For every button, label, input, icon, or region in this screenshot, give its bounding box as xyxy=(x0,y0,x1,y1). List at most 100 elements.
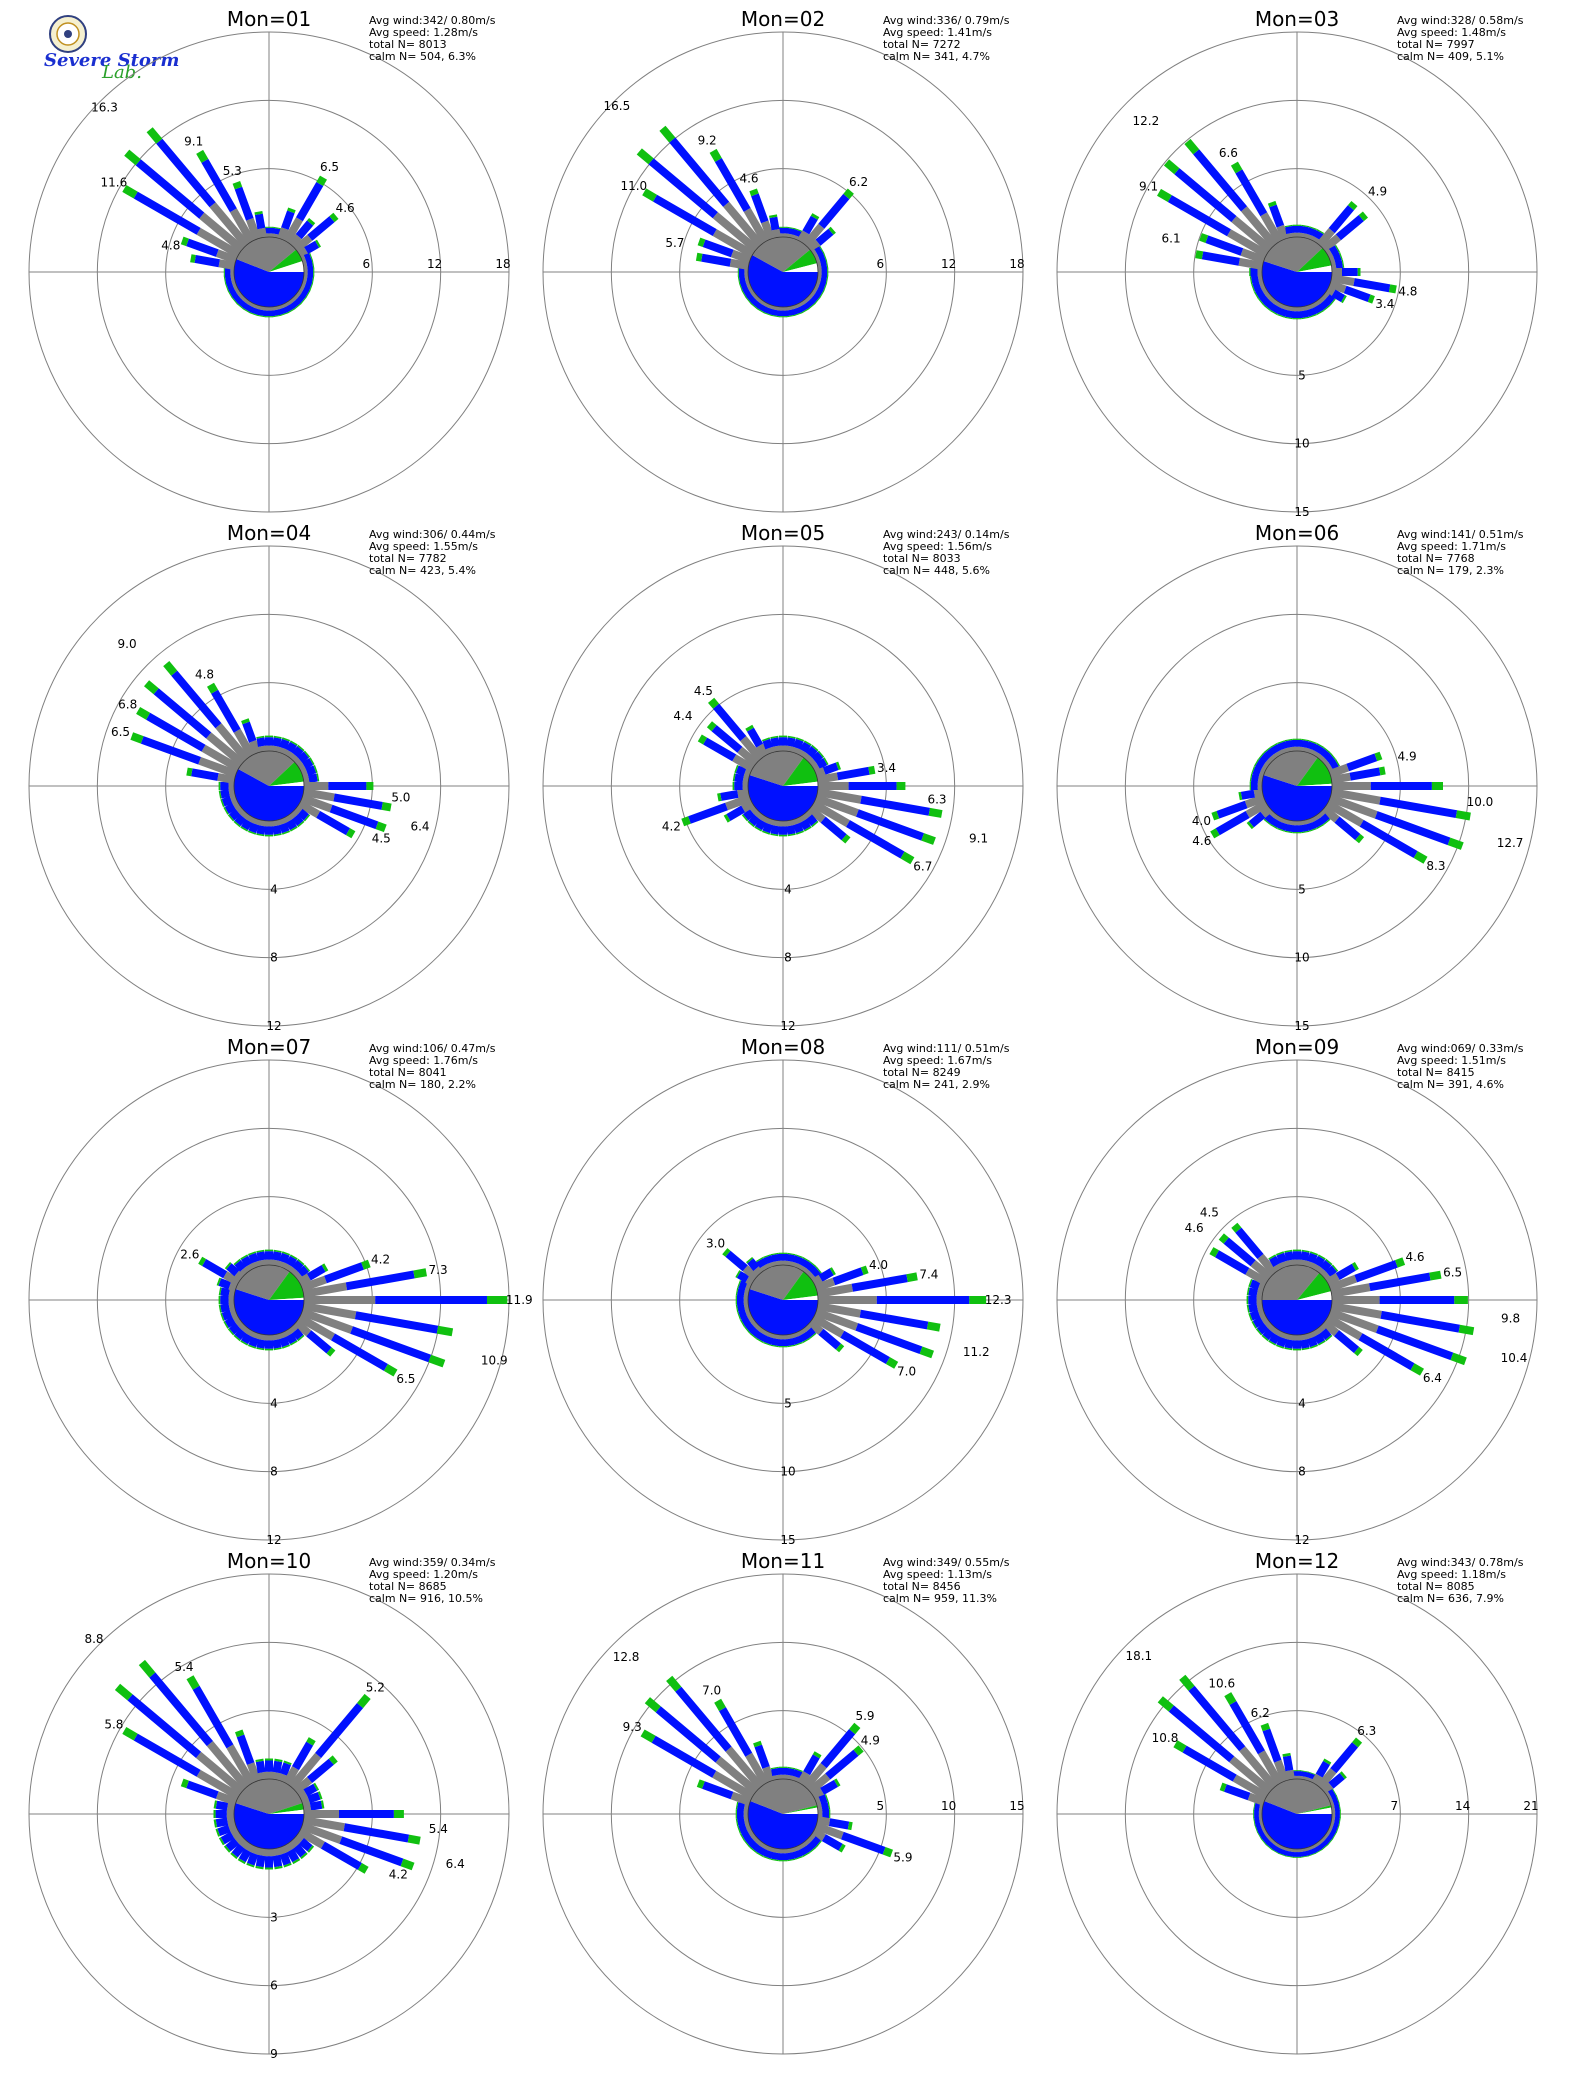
bar-blue-segment xyxy=(1315,1760,1330,1778)
bar-green-segment xyxy=(236,303,244,310)
bar-blue-segment xyxy=(224,268,231,276)
bar-green-segment xyxy=(827,268,829,276)
bar-blue-segment xyxy=(799,819,811,831)
bar-blue-segment xyxy=(1293,825,1301,833)
bar-calm-segment xyxy=(288,234,302,248)
bar-value-label: 9.1 xyxy=(184,135,203,149)
bar-blue-segment xyxy=(820,816,847,841)
ring-label: 8 xyxy=(1298,1465,1306,1479)
bar-calm-segment xyxy=(814,1277,836,1292)
center-pie-outline xyxy=(1261,236,1333,308)
bar-blue-segment xyxy=(802,215,818,235)
bar-green-segment xyxy=(307,1845,315,1853)
bar-value-label: 4.5 xyxy=(694,684,713,698)
wind-rose-3: 5 10 15 12.2 9.1 6.6 6.1 4.9 4.8 3.4 Mon=03 Avg win… xyxy=(1056,7,1538,519)
ring xyxy=(165,168,373,376)
bar-calm-segment xyxy=(1257,782,1262,790)
bar-calm-segment xyxy=(1250,1260,1273,1281)
bar-blue-segment xyxy=(785,227,795,235)
ring-label: 14 xyxy=(1455,1799,1470,1813)
bar-green-segment xyxy=(273,1347,282,1351)
ring-label: 7 xyxy=(1391,1799,1399,1813)
bar-calm-segment xyxy=(771,229,781,239)
bar-green-segment xyxy=(163,661,178,676)
bar-value-label: 9.1 xyxy=(1139,179,1158,193)
bar-blue-segment xyxy=(256,825,266,835)
bar-blue-segment xyxy=(740,281,749,291)
panel-title: Mon=07 xyxy=(227,1035,311,1059)
bar-value-label: 3.4 xyxy=(877,761,896,775)
bar-blue-segment xyxy=(756,1258,767,1268)
bar-calm-segment xyxy=(226,1744,255,1786)
bar-green-segment xyxy=(1354,1346,1363,1357)
bar-green-segment xyxy=(218,1296,221,1304)
bar-calm-segment xyxy=(1299,1333,1308,1341)
bar-value-label: 4.5 xyxy=(372,831,391,845)
panel-title: Mon=10 xyxy=(227,1549,311,1573)
panel-title: Mon=12 xyxy=(1255,1549,1339,1573)
bar-blue-segment xyxy=(1257,1829,1266,1839)
bar-blue-segment xyxy=(1167,195,1231,237)
bar-green-segment xyxy=(868,765,876,775)
info-line: total N= 8013 xyxy=(369,38,447,51)
bar-blue-segment xyxy=(1249,1310,1261,1321)
bar-blue-segment xyxy=(818,1794,828,1805)
bar-blue-segment xyxy=(653,194,717,236)
bar-blue-segment xyxy=(1248,1303,1258,1313)
bar-green-segment xyxy=(290,740,298,746)
info-line: calm N= 448, 5.6% xyxy=(883,564,990,577)
bar-calm-segment xyxy=(1330,1302,1382,1319)
bar-green-segment xyxy=(436,1325,454,1337)
bar-blue-segment xyxy=(651,1735,717,1778)
bar-blue-segment xyxy=(194,255,220,268)
bar-calm-segment xyxy=(732,754,755,772)
bar-blue-segment xyxy=(236,1734,255,1765)
bar-green-segment xyxy=(802,1337,811,1343)
bar-blue-segment xyxy=(1182,1745,1237,1782)
bar-green-segment xyxy=(255,1758,264,1763)
bar-blue-segment xyxy=(785,1253,795,1262)
bar-green-segment xyxy=(1358,211,1368,222)
bar-blue-segment xyxy=(255,1854,266,1868)
info-line: Avg speed: 1.18m/s xyxy=(1397,1568,1506,1581)
ring-label: 12 xyxy=(266,1533,281,1547)
bar-green-segment xyxy=(744,1840,751,1848)
ring-label: 10 xyxy=(780,1465,795,1479)
bar-blue-segment xyxy=(279,1252,290,1264)
bar-blue-segment xyxy=(279,738,290,750)
bar-calm-segment xyxy=(265,1771,273,1779)
bar-blue-segment xyxy=(792,1335,803,1345)
bar-value-label: 10.4 xyxy=(1501,1351,1528,1365)
bar-green-segment xyxy=(215,1828,221,1837)
bar-blue-segment xyxy=(821,1834,843,1851)
bar-blue-segment xyxy=(1334,816,1361,841)
bar-blue-segment xyxy=(1250,774,1259,784)
bar-green-segment xyxy=(787,1252,796,1256)
bar-blue-segment xyxy=(1285,824,1295,833)
bar-calm-segment xyxy=(814,1308,859,1331)
bar-green-segment xyxy=(218,790,222,799)
bar-blue-segment xyxy=(818,193,850,229)
bar-green-segment xyxy=(138,1659,156,1678)
bar-calm-segment xyxy=(1227,229,1269,258)
bar-value-label: 6.4 xyxy=(1423,1371,1442,1385)
bar-green-segment xyxy=(220,1312,225,1321)
bar-calm-segment xyxy=(818,1296,877,1304)
bar-green-segment xyxy=(808,303,816,310)
bar-green-segment xyxy=(225,283,229,292)
center-pie-white xyxy=(1297,265,1332,272)
bar-blue-segment xyxy=(1330,1742,1359,1774)
bar-green-segment xyxy=(802,1257,811,1263)
bar-green-segment xyxy=(825,260,829,269)
bar-calm-segment xyxy=(1328,1308,1379,1333)
ring-label: 8 xyxy=(784,951,792,965)
bar-green-segment xyxy=(763,312,772,316)
bar-blue-segment xyxy=(1293,311,1301,319)
info-line: total N= 8041 xyxy=(369,1066,447,1079)
bar-calm-segment xyxy=(293,234,313,253)
bar-green-segment xyxy=(1254,758,1260,767)
bar-blue-segment xyxy=(792,1769,803,1779)
bar-green-segment xyxy=(795,1341,803,1346)
bar-calm-segment xyxy=(807,1773,831,1795)
bar-calm-segment xyxy=(814,1822,844,1840)
